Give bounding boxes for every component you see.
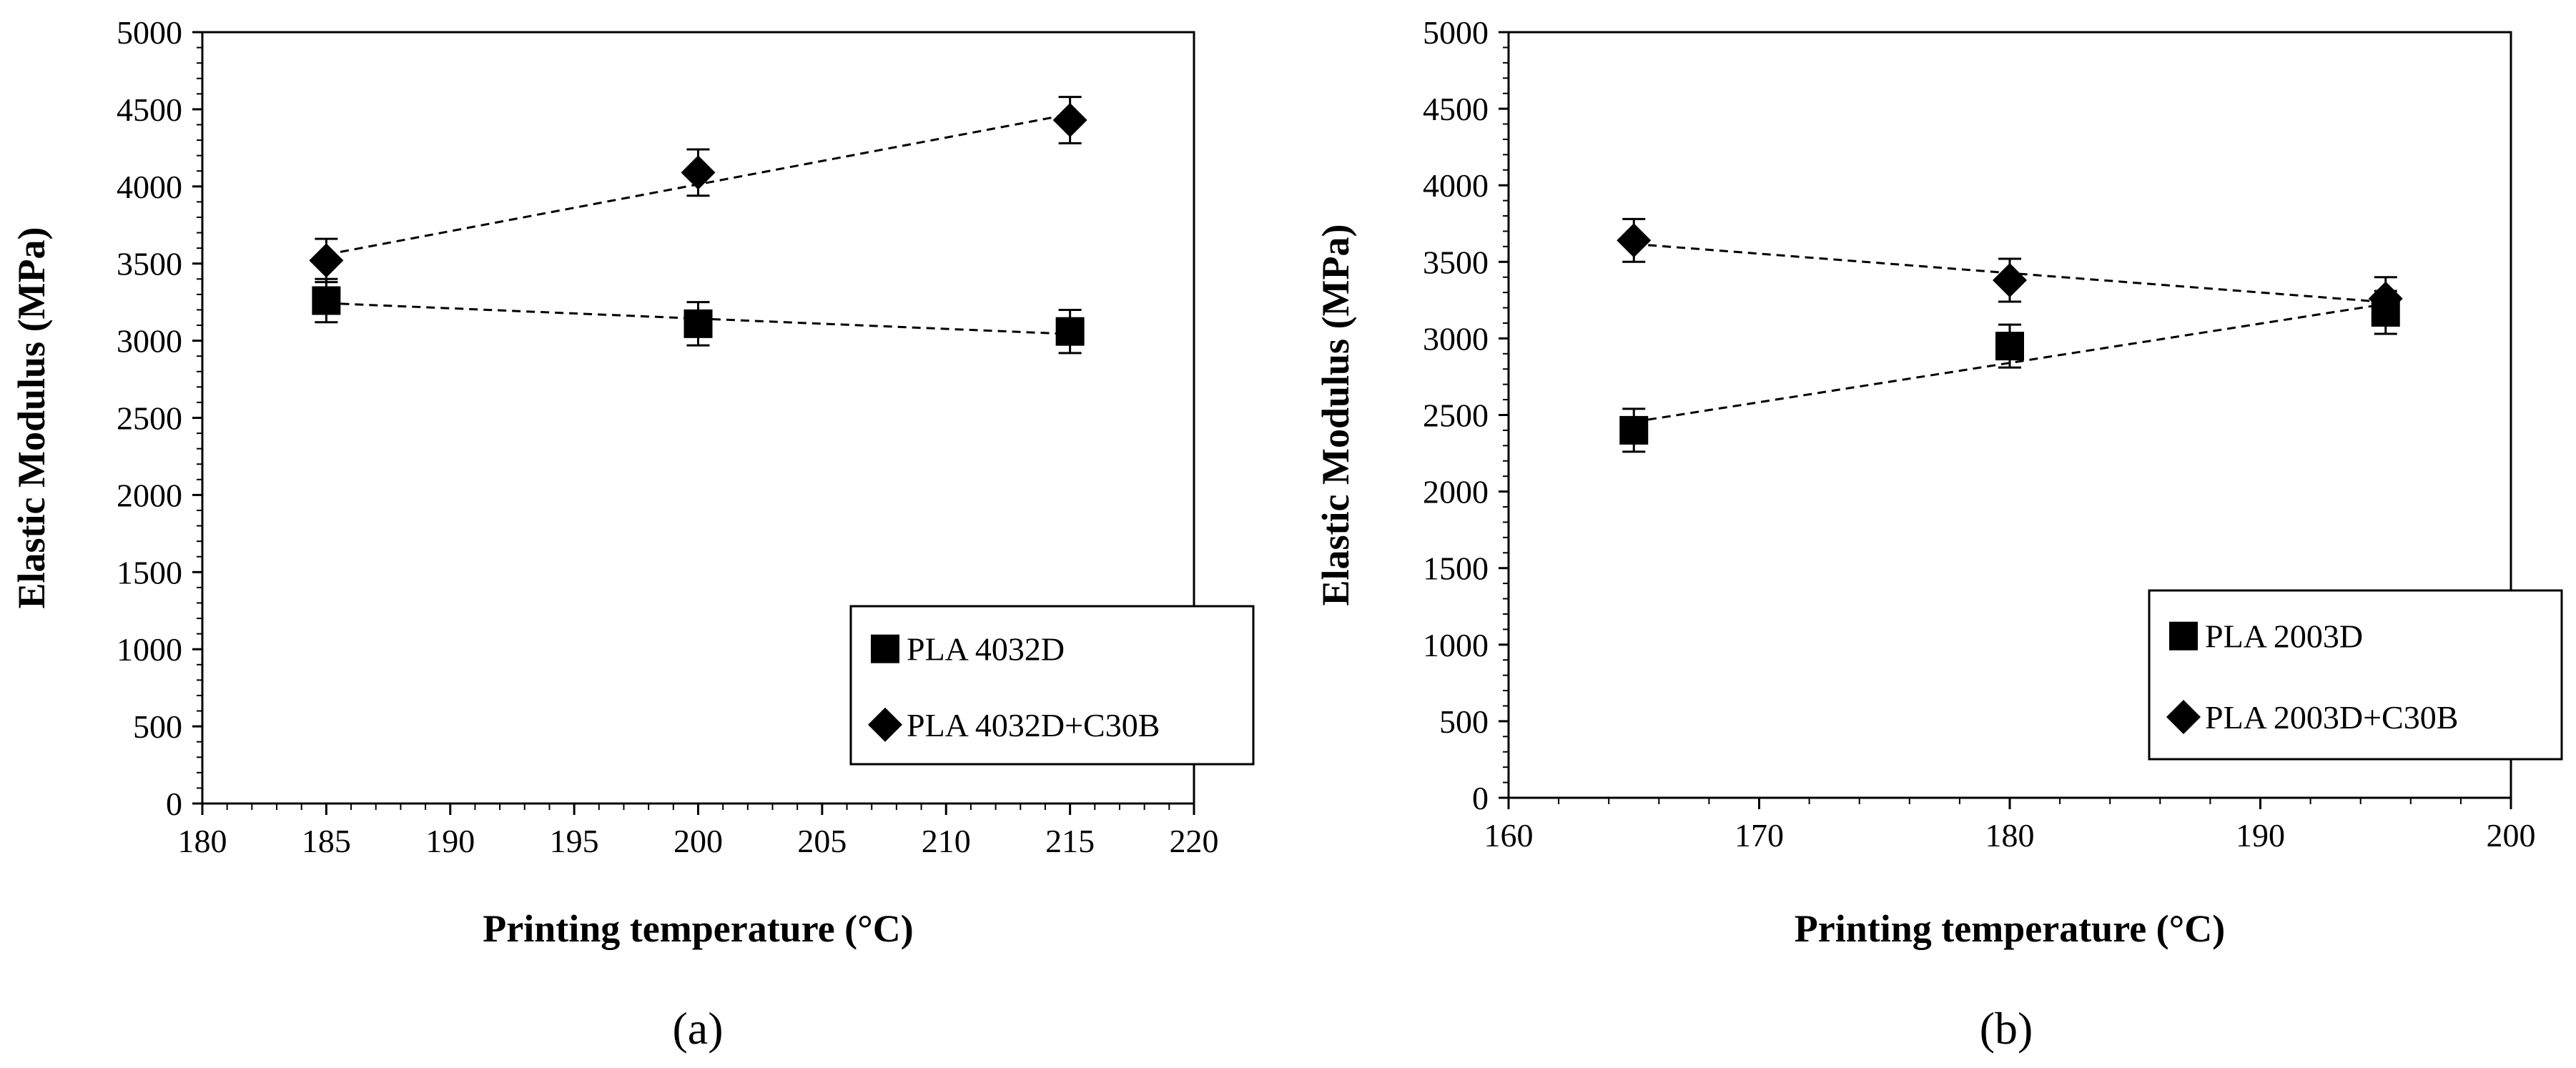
y-tick-label: 3500 — [117, 246, 182, 282]
y-tick-label: 500 — [1439, 703, 1489, 740]
y-tick-label: 2500 — [117, 400, 182, 437]
x-tick-label: 215 — [1045, 823, 1095, 859]
y-axis-title: Elastic Modulus (MPa) — [1314, 224, 1357, 606]
data-point-diamond — [1052, 103, 1087, 138]
y-tick-label: 5000 — [1423, 14, 1489, 51]
data-point-square — [1619, 415, 1649, 445]
x-tick-label: 200 — [673, 823, 723, 859]
legend-marker-square — [871, 634, 899, 663]
y-tick-label: 4500 — [117, 92, 182, 128]
y-tick-label: 1000 — [117, 631, 182, 668]
data-point-diamond — [1993, 263, 2027, 298]
panel-label: (a) — [672, 1003, 723, 1054]
y-tick-label: 2500 — [1423, 397, 1489, 434]
data-point-square — [1055, 317, 1085, 346]
legend-label: PLA 2003D+C30B — [2205, 699, 2458, 736]
y-tick-label: 3000 — [1423, 320, 1489, 357]
x-tick-label: 200 — [2487, 817, 2536, 854]
legend-label: PLA 4032D+C30B — [907, 707, 1160, 743]
series-square — [1619, 290, 2400, 453]
legend-marker-diamond — [868, 707, 902, 742]
legend: PLA 4032D PLA 4032D+C30B — [849, 605, 1255, 766]
x-tick-label: 185 — [302, 823, 351, 859]
y-tick-label: 3000 — [117, 323, 182, 360]
data-point-square — [312, 286, 341, 315]
x-tick-label: 180 — [1985, 817, 2035, 854]
legend: PLA 2003D PLA 2003D+C30B — [2148, 589, 2563, 761]
legend-marker-diamond — [2166, 700, 2201, 734]
x-tick-label: 220 — [1170, 823, 1219, 859]
series-square — [312, 277, 1085, 355]
x-axis-title: Printing temperature (°C) — [483, 907, 913, 950]
chart-panel-b: 0 500 1000 1500 2000 2500 3000 3500 4000 4500 5000… — [1314, 14, 2563, 1054]
legend-box — [849, 605, 1255, 766]
y-tick-label: 1500 — [117, 554, 182, 590]
x-tick-label: 160 — [1484, 817, 1534, 854]
data-point-diamond — [1617, 223, 1652, 258]
y-tick-label: 3500 — [1423, 244, 1489, 280]
data-point-diamond — [681, 155, 716, 190]
x-tick-label: 205 — [797, 823, 847, 859]
series-diamond — [1617, 217, 2403, 322]
panel-label: (b) — [1980, 1003, 2033, 1054]
y-tick-label: 0 — [166, 786, 182, 822]
x-axis-title: Printing temperature (°C) — [1795, 907, 2225, 950]
y-tick-label: 4000 — [117, 169, 182, 205]
legend-box — [2148, 589, 2563, 761]
legend-label: PLA 4032D — [907, 631, 1065, 668]
data-point-diamond — [2368, 281, 2403, 316]
x-tick-label: 210 — [922, 823, 971, 859]
y-tick-label: 2000 — [117, 477, 182, 513]
y-tick-label: 1000 — [1423, 627, 1489, 663]
y-axis-title: Elastic Modulus (MPa) — [10, 227, 53, 609]
data-point-square — [684, 309, 713, 338]
y-tick-label: 500 — [133, 708, 182, 745]
x-tick-label: 170 — [1734, 817, 1784, 854]
legend-label: PLA 2003D — [2205, 618, 2363, 655]
y-tick-label: 1500 — [1423, 550, 1489, 587]
data-point-diamond — [309, 243, 344, 278]
y-tick-label: 4000 — [1423, 167, 1489, 204]
x-tick-label: 190 — [2236, 817, 2285, 854]
x-tick-label: 195 — [550, 823, 599, 859]
trendline — [1634, 302, 2386, 423]
series-diamond — [309, 96, 1087, 284]
y-tick-label: 0 — [1472, 780, 1489, 816]
chart-panel-a: 0 500 1000 1500 2000 2500 3000 3500 4000 4500 5000… — [10, 14, 1255, 1054]
y-tick-label: 5000 — [117, 14, 182, 51]
data-point-square — [1995, 332, 2024, 361]
y-tick-label: 4500 — [1423, 91, 1489, 127]
x-tick-label: 180 — [178, 823, 227, 859]
legend-marker-square — [2169, 621, 2198, 651]
x-tick-label: 190 — [425, 823, 475, 859]
y-tick-label: 2000 — [1423, 474, 1489, 510]
